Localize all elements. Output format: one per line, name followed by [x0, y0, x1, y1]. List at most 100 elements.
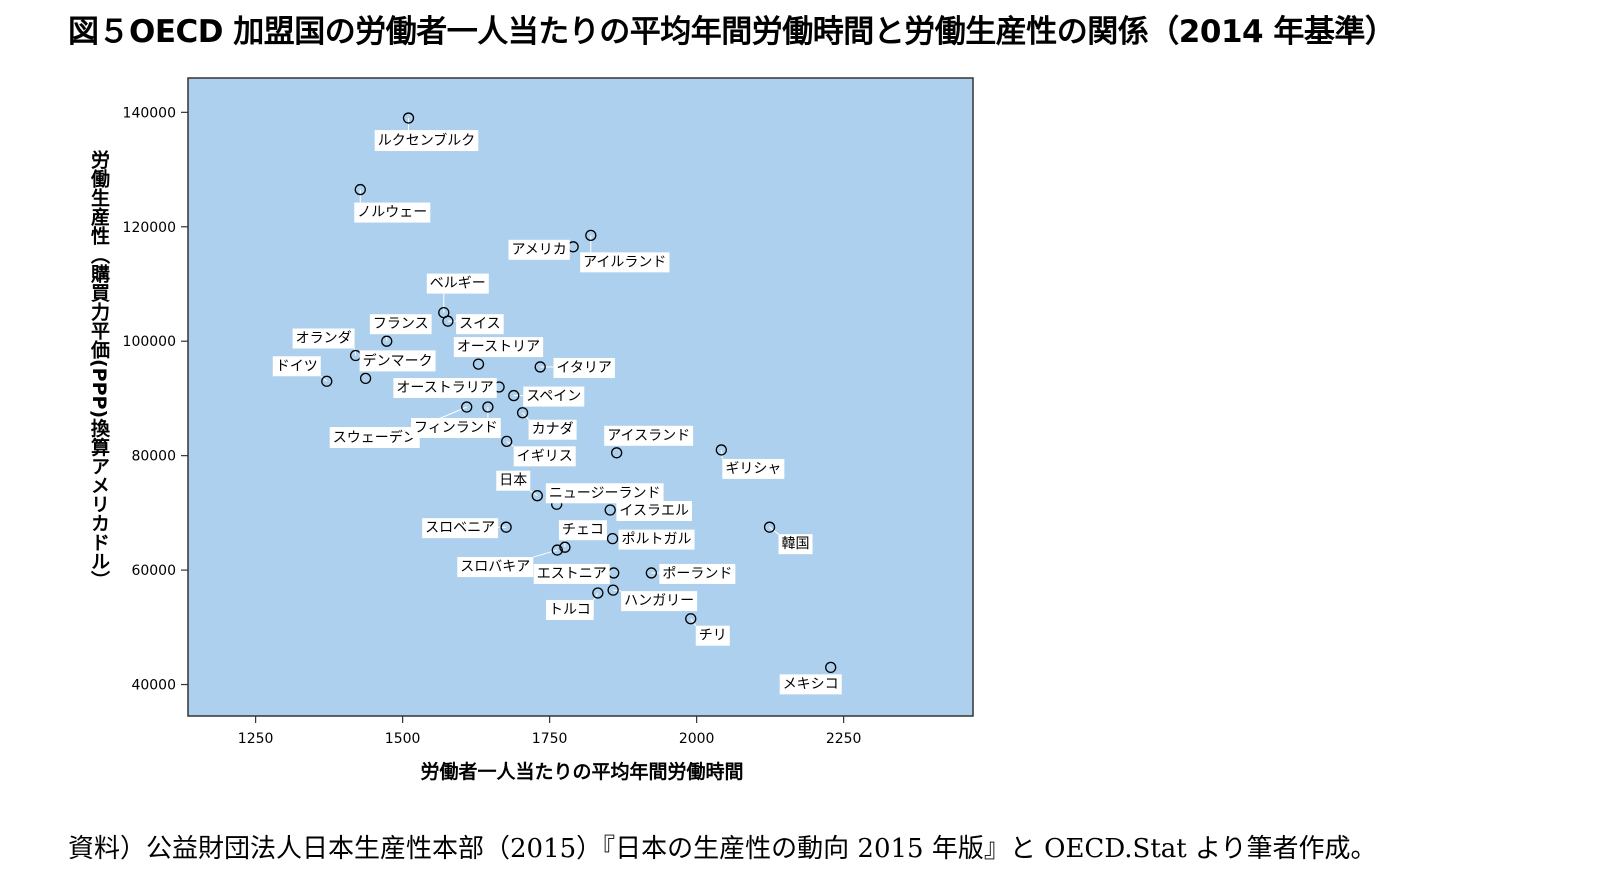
point-label-box: [545, 599, 594, 620]
point-label: スイス: [456, 314, 504, 335]
point-label-box: [426, 273, 489, 294]
data-point: [611, 447, 623, 459]
data-point: [592, 587, 604, 599]
data-point: [531, 490, 543, 502]
point-label-box: [580, 252, 670, 273]
point-label-text: オランダ: [296, 331, 352, 347]
point-label: トルコ: [545, 599, 594, 620]
data-point: [604, 504, 616, 516]
x-tick-label: 1750: [532, 731, 568, 747]
y-tick-label: 80000: [131, 449, 176, 465]
point-label-box: [616, 501, 692, 522]
point-label-box: [523, 386, 585, 407]
point-label: ハンガリー: [621, 591, 698, 612]
label-leader-lines: [320, 118, 779, 627]
point-label: スペイン: [523, 386, 585, 407]
point-label-box: [354, 202, 431, 223]
point-label-box: [528, 419, 577, 440]
data-point: [825, 661, 837, 674]
point-label-box: [558, 520, 607, 541]
point-label-box: [374, 130, 479, 152]
point-label: ポルトガル: [618, 529, 695, 550]
point-label-text: アイルランド: [583, 254, 666, 270]
point-label: アメリカ: [508, 239, 570, 260]
point-label-text: エストニア: [537, 566, 607, 582]
data-point: [606, 532, 619, 545]
point-label-box: [722, 458, 785, 479]
point-label-text: イスラエル: [619, 503, 689, 519]
point-label: イスラエル: [616, 501, 692, 522]
label-leader-line: [320, 375, 328, 382]
point-label: ルクセンブルク: [374, 130, 479, 152]
point-label-box: [496, 470, 531, 491]
point-label-box: [618, 529, 695, 550]
y-tick-label: 100000: [123, 334, 176, 350]
point-label-box: [359, 350, 436, 372]
data-point: [402, 112, 415, 124]
point-label: カナダ: [528, 419, 577, 440]
point-label: イギリス: [513, 446, 576, 467]
data-point: [359, 372, 372, 385]
point-label-text: オーストリア: [457, 339, 540, 355]
point-label-text: フランス: [373, 316, 429, 332]
data-point: [354, 183, 366, 196]
point-label-text: スロバキア: [460, 559, 530, 575]
label-leader-line: [690, 618, 697, 627]
data-point: [559, 541, 571, 553]
data-point: [482, 401, 494, 413]
data-point: [381, 335, 393, 347]
point-label-text: トルコ: [549, 602, 591, 618]
point-label-box: [369, 314, 432, 335]
point-label-text: イギリス: [517, 448, 573, 464]
point-label-text: アイスランド: [607, 428, 690, 444]
point-label: スウェーデン: [329, 427, 420, 449]
point-label-text: オーストラリア: [396, 380, 493, 396]
y-tick-label: 40000: [131, 678, 176, 694]
point-label: メキシコ: [779, 674, 842, 695]
point-label-box: [778, 534, 813, 555]
point-label-box: [533, 563, 610, 584]
y-axis: 40000 60000 80000 100000 120000 140000: [123, 105, 188, 694]
point-label: イタリア: [553, 357, 615, 378]
data-point: [585, 229, 597, 242]
data-point: [321, 375, 333, 387]
point-label-box: [545, 483, 664, 504]
point-label-box: [272, 356, 321, 377]
point-label-box: [604, 425, 694, 446]
point-label-text: ニュージーランド: [549, 485, 661, 501]
y-tick-label: 140000: [123, 105, 176, 121]
point-label: スロバキア: [457, 557, 534, 578]
point-label: ベルギー: [426, 273, 489, 294]
data-point: [500, 521, 512, 533]
point-label-text: 韓国: [782, 536, 810, 552]
point-label: オーストラリア: [393, 377, 497, 398]
label-leader-line: [769, 526, 779, 535]
point-label: 日本: [496, 470, 531, 491]
x-axis-label: 労働者一人当たりの平均年間労働時間: [420, 760, 743, 783]
point-label: ギリシャ: [722, 458, 785, 479]
point-label-box: [553, 357, 615, 378]
point-label: エストニア: [533, 563, 610, 584]
point-label-text: デンマーク: [363, 352, 433, 369]
point-label-text: メキシコ: [783, 676, 839, 692]
data-point: [685, 613, 697, 625]
point-label-box: [621, 591, 698, 612]
point-label: アイスランド: [604, 425, 694, 446]
point-label: ポーランド: [659, 563, 736, 584]
point-label-box: [292, 328, 355, 349]
point-label-box: [393, 377, 497, 398]
data-point: [763, 521, 776, 533]
label-leader-line: [506, 440, 514, 447]
point-label: ノルウェー: [354, 202, 431, 223]
point-label-text: ポーランド: [662, 566, 732, 582]
data-point: [508, 389, 520, 402]
point-label-text: ポルトガル: [622, 532, 692, 548]
data-point: [472, 358, 485, 370]
y-axis-label: 労働生産性（購買力平価(PPP)換算アメリカドル）: [88, 150, 110, 590]
point-label: フランス: [369, 314, 432, 335]
point-label-text: ハンガリー: [624, 593, 694, 609]
label-leader-line: [354, 348, 357, 356]
point-label: デンマーク: [359, 350, 436, 372]
data-point: [461, 401, 473, 413]
